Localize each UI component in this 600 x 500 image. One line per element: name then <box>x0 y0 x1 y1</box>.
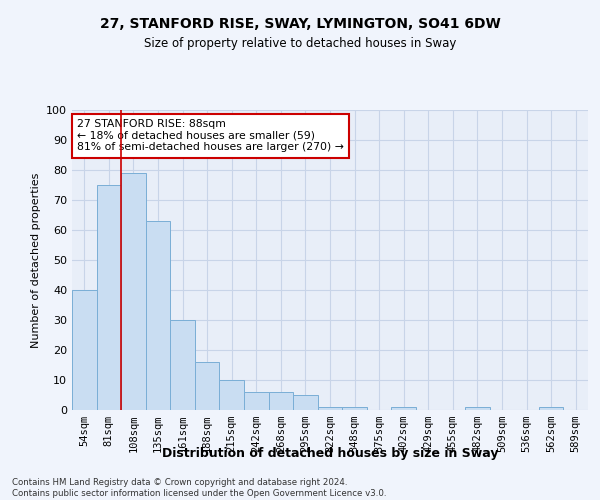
Bar <box>269 392 293 410</box>
Bar <box>97 185 121 410</box>
Bar <box>170 320 195 410</box>
Text: Distribution of detached houses by size in Sway: Distribution of detached houses by size … <box>162 448 498 460</box>
Bar <box>318 407 342 410</box>
Bar <box>72 290 97 410</box>
Y-axis label: Number of detached properties: Number of detached properties <box>31 172 41 348</box>
Bar <box>244 392 269 410</box>
Text: Contains HM Land Registry data © Crown copyright and database right 2024.
Contai: Contains HM Land Registry data © Crown c… <box>12 478 386 498</box>
Text: 27, STANFORD RISE, SWAY, LYMINGTON, SO41 6DW: 27, STANFORD RISE, SWAY, LYMINGTON, SO41… <box>100 18 500 32</box>
Bar <box>465 407 490 410</box>
Bar <box>293 395 318 410</box>
Bar <box>539 407 563 410</box>
Bar <box>220 380 244 410</box>
Bar <box>146 221 170 410</box>
Bar <box>391 407 416 410</box>
Bar <box>342 407 367 410</box>
Bar <box>121 173 146 410</box>
Bar <box>195 362 220 410</box>
Text: 27 STANFORD RISE: 88sqm
← 18% of detached houses are smaller (59)
81% of semi-de: 27 STANFORD RISE: 88sqm ← 18% of detache… <box>77 119 344 152</box>
Text: Size of property relative to detached houses in Sway: Size of property relative to detached ho… <box>144 38 456 51</box>
